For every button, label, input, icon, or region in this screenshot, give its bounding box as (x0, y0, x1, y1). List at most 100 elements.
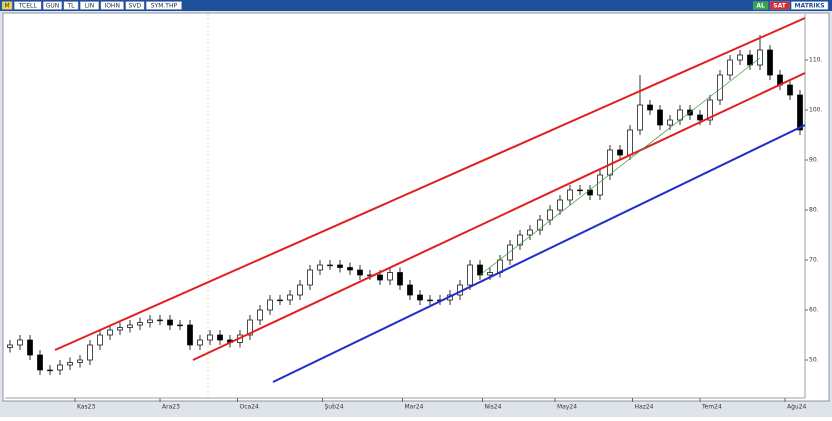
toolbar-label: IOHN (104, 3, 120, 10)
toolbar-button[interactable] (752, 1, 769, 10)
toolbar-button[interactable] (790, 1, 829, 10)
candle-body (357, 269, 363, 276)
trend-line (54, 17, 806, 351)
trend-line (479, 57, 761, 276)
x-tick-label: Mar24 (405, 404, 424, 411)
toolbar-label: AL (756, 3, 765, 10)
candle-body (317, 264, 323, 271)
candle-body (467, 264, 473, 286)
x-tick-label: Tem24 (701, 404, 722, 411)
candle-body (127, 324, 133, 328)
candle-body (757, 49, 763, 66)
toolbar-button[interactable] (63, 1, 79, 10)
toolbar-button[interactable] (79, 1, 100, 10)
candle-body (37, 354, 43, 371)
candle-body (547, 209, 553, 221)
toolbar-label: SYM.THP (151, 3, 178, 10)
candle-body (7, 344, 13, 348)
candle-body (647, 104, 653, 111)
trend-line (192, 72, 806, 361)
candle-body (97, 334, 103, 346)
candle-body (667, 119, 673, 126)
candle-body (407, 284, 413, 296)
x-tick-label: Ara23 (162, 404, 180, 411)
candle-body (557, 199, 563, 211)
x-tick-label: Kas23 (77, 404, 95, 411)
toolbar (0, 0, 832, 11)
candle-body (797, 94, 803, 131)
x-tick-label: Ağu24 (787, 404, 807, 411)
toolbar-label: SAT (773, 3, 786, 10)
candle-body (737, 54, 743, 61)
candle-body (137, 322, 143, 326)
candle-body (347, 267, 353, 271)
toolbar-label: MATRIKS (795, 3, 825, 10)
candle-body (307, 269, 313, 286)
candle-body (47, 369, 53, 372)
candle-body (147, 319, 153, 323)
y-tick-label: 80. (809, 207, 819, 214)
toolbar-button[interactable] (13, 1, 42, 10)
candle-body (107, 329, 113, 336)
x-tick-label: May24 (557, 404, 577, 411)
candle-body (187, 324, 193, 346)
toolbar-label: SVD (129, 3, 142, 10)
candle-body (517, 234, 523, 246)
candle-body (27, 339, 33, 356)
candle-body (597, 174, 603, 196)
y-tick-label: 100. (809, 107, 822, 114)
x-tick-label: Nis24 (485, 404, 502, 411)
candle-body (257, 309, 263, 321)
candle-body (567, 189, 573, 201)
candle-body (157, 319, 163, 322)
candle-body (207, 334, 213, 341)
candle-body (277, 299, 283, 302)
toolbar-button[interactable] (145, 1, 182, 10)
candle-body (67, 362, 73, 366)
candle-body (507, 244, 513, 261)
candle-body (297, 284, 303, 296)
candle-body (247, 319, 253, 336)
candle-body (617, 149, 623, 156)
y-tick-label: 110. (809, 57, 822, 64)
candle-body (197, 339, 203, 346)
candle-body (787, 84, 793, 96)
toolbar-button[interactable] (125, 1, 145, 10)
candle-body (337, 264, 343, 268)
candle-body (77, 359, 83, 363)
toolbar-label: TCELL (18, 3, 38, 10)
y-tick-label: 70. (809, 257, 819, 264)
candle-body (707, 99, 713, 121)
candle-body (727, 59, 733, 76)
candle-body (627, 129, 633, 156)
trend-line (272, 124, 806, 383)
toolbar-label: GUN (46, 3, 60, 10)
toolbar-button[interactable] (769, 1, 790, 10)
toolbar-label: M (5, 3, 10, 10)
toolbar-button[interactable] (42, 1, 63, 10)
candle-body (327, 264, 333, 267)
candle-body (527, 229, 533, 236)
candle-body (17, 339, 23, 346)
candle-body (697, 114, 703, 121)
candle-body (427, 299, 433, 302)
y-tick-label: 50. (809, 357, 819, 364)
candle-body (747, 54, 753, 66)
candle-body (657, 109, 663, 126)
candle-body (177, 324, 183, 327)
candle-body (167, 319, 173, 326)
candle-body (417, 294, 423, 301)
toolbar-button[interactable] (100, 1, 124, 10)
toolbar-label: TL (66, 3, 75, 10)
toolbar-label: LIN (85, 3, 95, 10)
candle-body (377, 274, 383, 281)
candle-body (767, 49, 773, 76)
candle-body (287, 294, 293, 301)
x-tick-label: Oca24 (240, 404, 260, 411)
candle-body (537, 219, 543, 231)
candle-body (637, 104, 643, 131)
toolbar-button[interactable] (1, 1, 13, 10)
x-tick-label: Haz24 (635, 404, 654, 411)
candle-body (577, 189, 583, 192)
